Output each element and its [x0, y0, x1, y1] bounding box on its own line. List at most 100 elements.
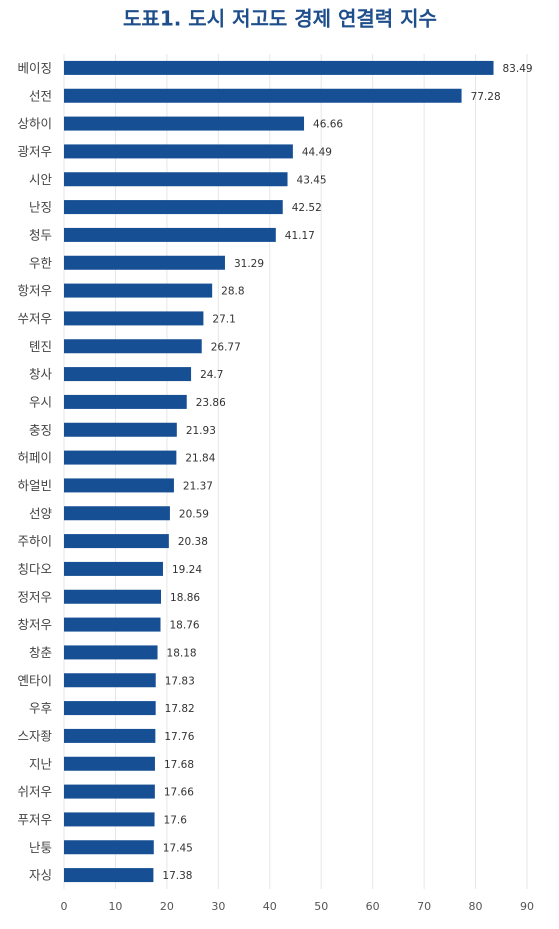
y-tick-label: 베이징 — [17, 60, 52, 75]
bar — [64, 227, 276, 242]
bar — [64, 756, 155, 771]
value-label: 41.17 — [285, 230, 315, 242]
y-tick-label: 정저우 — [17, 589, 52, 604]
y-tick-label: 충징 — [29, 422, 52, 437]
y-tick-label: 옌타이 — [17, 673, 52, 688]
value-label: 18.86 — [170, 592, 200, 604]
y-tick-label: 지난 — [29, 756, 53, 771]
y-tick-label: 우시 — [29, 394, 52, 409]
bar — [64, 478, 174, 493]
y-tick-label: 스자좡 — [17, 728, 52, 743]
y-tick-label: 창사 — [29, 367, 53, 382]
y-tick-label: 우한 — [29, 255, 53, 270]
y-tick-label: 톈진 — [29, 339, 52, 354]
y-tick-label: 상하이 — [17, 116, 52, 131]
value-label: 17.6 — [164, 814, 188, 826]
x-tick-label: 70 — [417, 900, 431, 913]
bar — [64, 283, 213, 298]
y-tick-label: 창춘 — [29, 645, 52, 660]
value-label: 20.59 — [179, 508, 209, 520]
value-label: 23.86 — [196, 397, 226, 409]
y-tick-label: 자싱 — [29, 868, 52, 883]
chart-title: 도표1. 도시 저고도 경제 연결력 지수 — [123, 7, 437, 31]
x-tick-label: 20 — [160, 900, 174, 913]
y-tick-label: 선전 — [29, 88, 52, 103]
value-label: 20.38 — [178, 536, 208, 548]
value-label: 43.45 — [297, 174, 327, 186]
value-label: 17.66 — [164, 787, 194, 799]
bar — [64, 60, 494, 75]
value-label: 27.1 — [212, 313, 235, 325]
y-tick-label: 항저우 — [17, 283, 52, 298]
y-tick-label: 하얼빈 — [17, 478, 52, 493]
x-tick-label: 0 — [61, 900, 68, 913]
x-tick-label: 40 — [263, 900, 277, 913]
value-label: 17.45 — [163, 842, 193, 854]
value-label: 44.49 — [302, 146, 332, 158]
bar — [64, 868, 154, 883]
value-label: 21.93 — [186, 425, 216, 437]
y-tick-label: 광저우 — [17, 144, 52, 159]
bar — [64, 617, 161, 632]
value-label: 28.8 — [221, 286, 244, 298]
x-tick-label: 50 — [314, 900, 328, 913]
value-label: 26.77 — [211, 341, 241, 353]
bar — [64, 367, 192, 382]
bar — [64, 840, 154, 855]
bar — [64, 728, 156, 743]
bar — [64, 116, 305, 131]
y-tick-label: 난퉁 — [29, 840, 52, 855]
value-label: 17.82 — [165, 703, 195, 715]
y-tick-label: 청두 — [29, 227, 52, 242]
value-label: 17.68 — [164, 759, 194, 771]
value-label: 24.7 — [200, 369, 223, 381]
bar — [64, 88, 462, 103]
y-tick-label: 선양 — [29, 506, 53, 521]
bar — [64, 144, 293, 159]
bar — [64, 255, 225, 270]
bar — [64, 200, 283, 215]
x-tick-label: 90 — [520, 900, 534, 913]
y-tick-label: 시안 — [29, 172, 53, 187]
bar — [64, 645, 158, 660]
bar — [64, 422, 177, 437]
bar — [64, 534, 169, 549]
bar — [64, 701, 156, 716]
y-tick-label: 칭다오 — [17, 561, 52, 576]
y-tick-label: 난징 — [29, 200, 52, 215]
bar — [64, 589, 162, 604]
y-tick-label: 쉬저우 — [17, 784, 52, 799]
bar — [64, 673, 156, 688]
y-tick-label: 쑤저우 — [17, 311, 52, 326]
value-label: 17.76 — [164, 731, 194, 743]
value-label: 42.52 — [292, 202, 322, 214]
value-label: 21.84 — [185, 453, 215, 465]
bar — [64, 311, 204, 326]
value-label: 17.38 — [162, 870, 192, 882]
value-label: 18.76 — [170, 620, 200, 632]
value-label: 77.28 — [471, 91, 501, 103]
x-tick-label: 80 — [469, 900, 483, 913]
bar — [64, 339, 202, 354]
x-tick-label: 30 — [211, 900, 225, 913]
y-tick-label: 우후 — [29, 701, 52, 716]
bar — [64, 561, 163, 576]
value-label: 46.66 — [313, 119, 343, 131]
bar — [64, 172, 288, 187]
y-tick-label: 푸저우 — [17, 812, 52, 827]
bar — [64, 784, 155, 799]
value-label: 17.83 — [165, 675, 195, 687]
value-label: 19.24 — [172, 564, 202, 576]
y-tick-label: 허페이 — [17, 450, 52, 465]
y-tick-label: 창저우 — [17, 617, 52, 632]
x-tick-label: 10 — [108, 900, 122, 913]
value-label: 31.29 — [234, 258, 264, 270]
bar — [64, 450, 177, 465]
value-label: 21.37 — [183, 480, 213, 492]
bar — [64, 394, 187, 409]
bar — [64, 506, 170, 521]
value-label: 18.18 — [167, 647, 197, 659]
y-tick-label: 주하이 — [17, 534, 52, 549]
value-label: 83.49 — [503, 63, 533, 75]
